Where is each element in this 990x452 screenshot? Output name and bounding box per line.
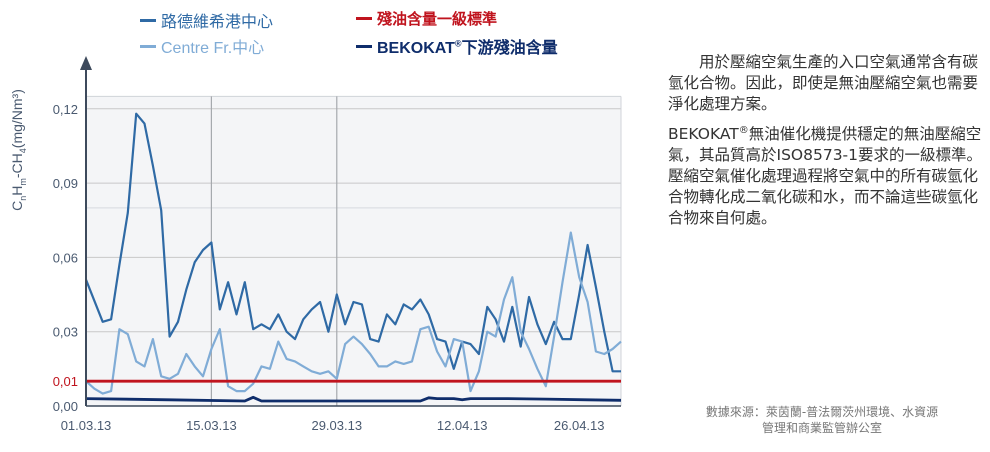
series-line-3	[85, 395, 622, 403]
legend-item-oil-standard: 殘油含量一級標準	[356, 8, 497, 29]
chart: 0,00 0,01 0,03 0,06 0,09 0,12 01.03.13 15.03.1…	[9, 56, 622, 433]
series-layer	[84, 112, 622, 403]
legend-label-bekokat: BEKOKAT®下游殘油含量	[377, 34, 558, 58]
y-tick-label: 0,03	[53, 325, 78, 340]
legend-label-centre-fr: Centre Fr.中心	[161, 40, 265, 57]
x-tick-label: 15.03.13	[186, 418, 237, 433]
y-tick-label: 0,00	[53, 399, 78, 414]
data-source: 數據來源：萊茵蘭-普法爾茨州環境、水資源 管理和商業監管辦公室	[672, 404, 972, 436]
legend-item-centre-fr: Centre Fr.中心	[140, 34, 264, 58]
y-tick-label: 0,01	[53, 374, 78, 389]
legend-swatch-oil-standard	[356, 17, 372, 20]
legend-item-bekokat: BEKOKAT®下游殘油含量	[356, 34, 558, 58]
y-tick-label: 0,09	[53, 176, 78, 191]
legend-label-oil-standard: 殘油含量一級標準	[377, 10, 498, 28]
legend-label-bekokat-reg: ®	[454, 38, 462, 49]
x-tick-label: 29.03.13	[311, 418, 362, 433]
legend-swatch-centre-fr	[140, 44, 156, 48]
horizontal-gridlines	[86, 95, 622, 406]
x-tick-label: 26.04.13	[554, 418, 605, 433]
x-tick-label: 01.03.13	[61, 418, 112, 433]
data-source-line-2: 管理和商業監管辦公室	[761, 421, 882, 435]
legend-swatch-bekokat	[356, 44, 372, 48]
description-body: 無油催化機提供穩定的無油壓縮空氣，其品質高於ISO8573-1要求的一級標準。壓…	[668, 125, 983, 228]
y-tick-label: 0,12	[53, 102, 78, 117]
y-tick-label: 0,06	[53, 250, 78, 265]
description-paragraph-1: 用於壓縮空氣生產的入口空氣通常含有碳氫化合物。因此，即使是無油壓縮空氣也需要淨化…	[668, 53, 979, 113]
y-axis-label: CnHm-CH4(mg/Nm³)	[9, 89, 28, 211]
x-tick-labels: 01.03.13 15.03.13 29.03.13 12.04.13 26.04.13	[61, 418, 605, 433]
description-paragraph-2: BEKOKAT®無油催化機提供穩定的無油壓縮空氣，其品質高於ISO8573-1要…	[668, 120, 984, 229]
legend-label-bekokat-rest: 下游殘油含量	[461, 40, 558, 57]
axes	[80, 56, 621, 407]
y-tick-labels: 0,00 0,01 0,03 0,06 0,09 0,12	[53, 102, 78, 414]
plot-area	[86, 96, 621, 406]
description-brand-reg: ®	[738, 125, 749, 136]
legend-label-bekokat-brand: BEKOKAT	[377, 40, 455, 57]
series-line-1	[85, 231, 622, 395]
y-axis-arrow	[80, 56, 92, 70]
data-source-line-1: 數據來源：萊茵蘭-普法爾茨州環境、水資源	[705, 405, 939, 419]
legend-item-ludwigshafen: 路德維希港中心	[140, 8, 273, 32]
x-tick-label: 12.04.13	[437, 418, 488, 433]
legend-label-ludwigshafen: 路德維希港中心	[161, 14, 274, 31]
series-line-0	[84, 112, 621, 373]
legend-swatch-ludwigshafen	[140, 18, 156, 22]
description-brand: BEKOKAT	[668, 125, 739, 144]
